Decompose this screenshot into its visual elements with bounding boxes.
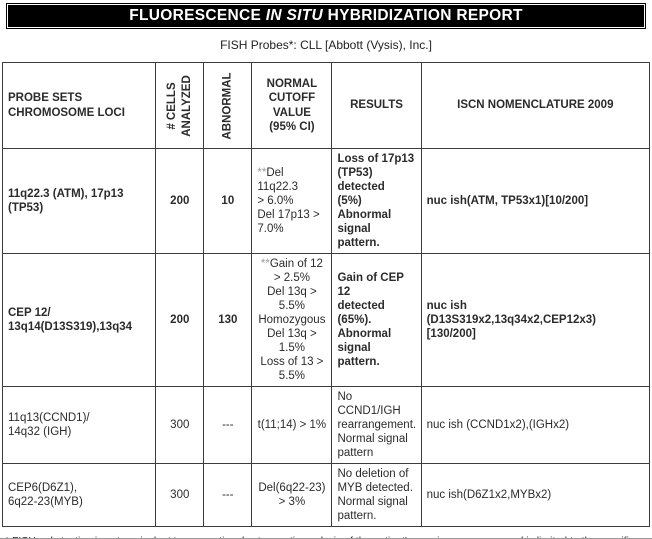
results-cell: No CCND1/IGH rearrangement. Normal signa…: [331, 386, 422, 465]
cells-analyzed-value: 300: [155, 463, 205, 528]
footnote-text-part1: * FISH only testing is not equivalent to…: [5, 535, 460, 538]
cutoff-value-cell: t(11;14) > 1%: [251, 386, 333, 465]
cells-analyzed-rotated-label: # CELLS ANALYZED: [165, 74, 193, 137]
probe-set-cell: CEP 12/ 13q14(D13S319),13q34: [1, 253, 157, 388]
abnormal-value: ---: [203, 463, 253, 528]
report-title-text: FLUORESCENCE IN SITU HYBRIDIZATION REPOR…: [129, 7, 523, 24]
abnormal-rotated-label: ABNORMAL: [221, 71, 234, 140]
report-title-bar: FLUORESCENCE IN SITU HYBRIDIZATION REPOR…: [7, 4, 645, 28]
probe-set-cell: CEP6(D6Z1), 6q22-23(MYB): [1, 463, 157, 528]
probe-kit-subtitle: FISH Probes*: CLL [Abbott (Vysis), Inc.]: [220, 38, 432, 52]
abnormal-value: 130: [203, 253, 253, 388]
table-row: 11q13(CCND1)/ 14q32 (IGH) 300 --- t(11;1…: [1, 386, 651, 465]
cells-analyzed-value: 200: [155, 253, 205, 388]
table-header-row: PROBE SETS CHROMOSOME LOCI # CELLS ANALY…: [1, 62, 651, 149]
results-cell: Gain of CEP 12 detected (65%). Abnormal …: [331, 253, 422, 388]
cutoff-value-cell: **Del 11q22.3 > 6.0% Del 17p13 > 7.0%: [251, 147, 333, 255]
iscn-nomenclature-cell: nuc ish(ATM, TP53x1)[10/200]: [420, 147, 651, 255]
probe-set-cell: 11q22.3 (ATM), 17p13 (TP53): [1, 147, 157, 255]
footnote-text-part2: , and is limited to the specific: [500, 535, 634, 538]
results-cell: Loss of 17p13 (TP53) detected (5%) Abnor…: [331, 147, 422, 255]
iscn-nomenclature-cell: nuc ish (CCND1x2),(IGHx2): [420, 386, 651, 465]
header-cells-analyzed: # CELLS ANALYZED: [155, 62, 205, 149]
cutoff-value-cell: Del(6q22-23) > 3%: [251, 463, 333, 528]
header-probe-sets: PROBE SETS CHROMOSOME LOCI: [1, 62, 157, 149]
cells-analyzed-value: 300: [155, 386, 205, 465]
abnormal-value: 10: [203, 147, 253, 255]
header-abnormal: ABNORMAL: [203, 62, 253, 149]
header-iscn: ISCN NOMENCLATURE 2009: [420, 62, 651, 149]
fish-results-table: PROBE SETS CHROMOSOME LOCI # CELLS ANALY…: [1, 62, 651, 528]
header-results: RESULTS: [331, 62, 422, 149]
cells-analyzed-value: 200: [155, 147, 205, 255]
probe-set-cell: 11q13(CCND1)/ 14q32 (IGH): [1, 386, 157, 465]
double-asterisk-marker: **: [257, 167, 267, 180]
table-row: CEP6(D6Z1), 6q22-23(MYB) 300 --- Del(6q2…: [1, 463, 651, 528]
table-row: CEP 12/ 13q14(D13S319),13q34 200 130 **G…: [1, 253, 651, 388]
abnormal-value: ---: [203, 386, 253, 465]
header-normal-cutoff: NORMAL CUTOFF VALUE (95% CI): [251, 62, 333, 149]
table-row: 11q22.3 (ATM), 17p13 (TP53) 200 10 **Del…: [1, 147, 651, 255]
double-asterisk-marker: **: [260, 258, 270, 271]
cutoff-value-cell: **Gain of 12 > 2.5% Del 13q > 5.5% Homoz…: [251, 253, 333, 388]
results-cell: No deletion of MYB detected. Normal sign…: [331, 463, 422, 528]
iscn-nomenclature-cell: nuc ish(D6Z1x2,MYBx2): [420, 463, 651, 528]
iscn-nomenclature-cell: nuc ish (D13S319x2,13q34x2,CEP12x3)[130/…: [420, 253, 651, 388]
fish-footnote: * FISH only testing is not equivalent to…: [5, 535, 648, 538]
